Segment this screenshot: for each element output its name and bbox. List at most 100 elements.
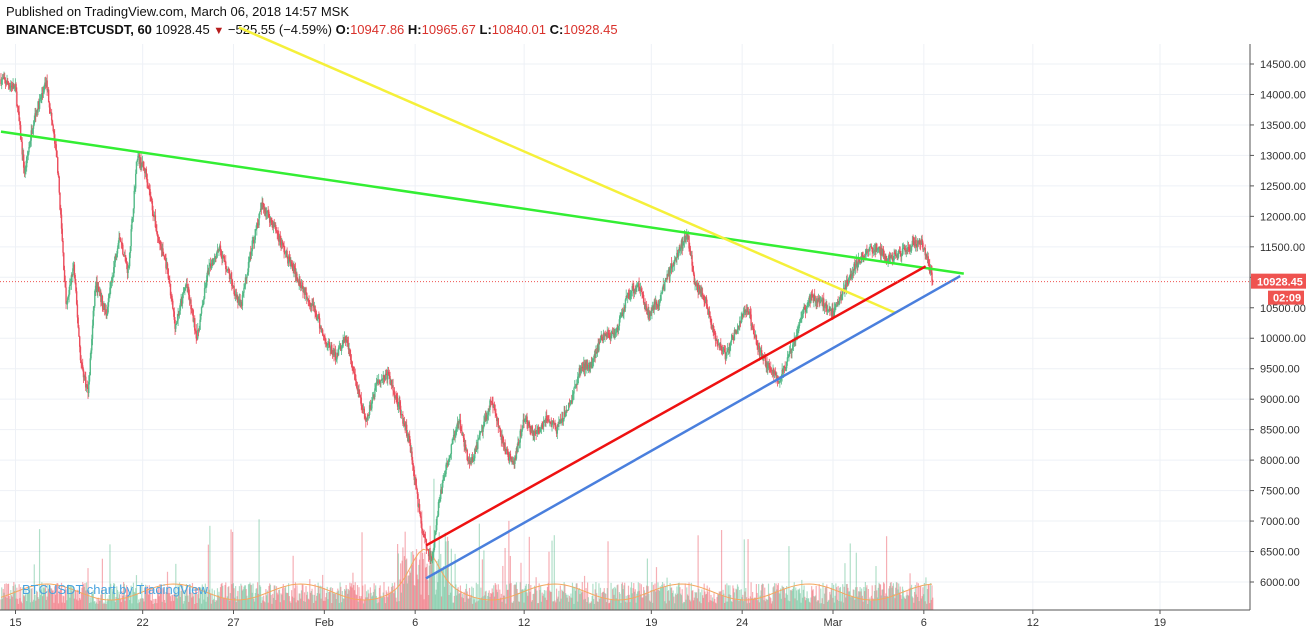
volume-bar [203,599,205,610]
volume-bar [230,529,232,610]
volume-bar [758,602,761,610]
volume-bar [368,599,371,610]
candle-body [437,515,439,518]
candle-body [832,308,834,317]
candle-body [879,246,881,248]
candle-body [898,250,901,252]
volume-bar [921,596,923,610]
candle-body [482,426,484,432]
candle-body [820,300,822,302]
candle-body [268,218,271,223]
candle-body [913,243,916,247]
volume-bar [898,592,901,610]
volume-bar [490,593,493,610]
volume-bar [388,594,390,610]
volume-bar [490,593,492,610]
candle-body [352,366,354,371]
candle-body [722,349,724,352]
candle-body [637,283,640,285]
volume-bar [169,596,172,610]
trend-line-yellow[interactable] [238,26,896,314]
volume-bar [682,603,684,610]
candle-body [78,327,80,337]
trend-line-blue[interactable] [425,274,961,580]
candle-body [822,298,824,306]
candle-body [887,259,889,263]
trend-lines[interactable] [0,26,964,580]
volume-bar [68,585,70,610]
candle-body [423,533,425,538]
volume-bar [833,584,835,610]
candle-body [264,210,266,212]
candle-body [558,420,561,422]
candle-body [630,290,633,293]
volume-bar [32,601,34,610]
candle-body [80,360,82,364]
volume-bar [82,584,85,610]
volume-bar [113,583,115,610]
volume-bar [723,593,725,610]
candle-body [383,374,385,378]
candle-body [676,252,679,257]
candle-body [227,269,229,271]
volume-bar [403,583,405,610]
volume-bar [174,594,176,610]
volume-bar [789,590,792,610]
trend-line-red[interactable] [425,265,927,547]
candle-body [246,274,248,279]
candle-body [197,329,199,339]
volume-bar [442,569,444,610]
volume-bar [876,597,879,610]
candle-body [848,278,850,285]
candle-body [595,351,598,354]
candle-body [88,375,91,382]
volume-bar [543,590,546,610]
candle-body [901,248,904,256]
candle-body [0,79,2,85]
candle-body [41,93,43,98]
candle-body [306,292,308,300]
candle-body [89,358,91,376]
candle-body [102,306,104,309]
candle-body [546,415,548,419]
candle-body [894,252,896,254]
candle-body [699,288,702,292]
volume-bar [41,582,43,610]
volume-bar [592,583,594,610]
volume-bar [535,577,537,610]
candle-body [789,351,791,354]
volume-bar [491,588,493,610]
volume-bar [396,601,398,610]
volume-bar [826,584,828,610]
volume-bar [896,582,898,610]
candle-body [365,417,367,422]
volume-bar [255,588,257,610]
volume-bar [427,580,429,610]
candle-body [305,287,307,293]
volume-bar [748,602,751,610]
candle-body [338,346,341,348]
volume-bar [218,591,220,610]
volume-bar [636,593,638,610]
volume-bar [437,582,439,610]
volume-bar [49,586,51,610]
y-tick-label: 9500.00 [1260,364,1300,376]
volume-bar [445,541,447,610]
volume-bar [336,591,338,610]
volume-bar [106,601,108,610]
volume-bar [854,587,857,610]
candle-body [813,294,816,301]
volume-bar [846,583,848,610]
trend-line-green[interactable] [0,130,964,275]
volume-bar [153,599,155,610]
candle-body [732,337,735,341]
volume-bar [60,582,63,610]
volume-bar [624,582,626,610]
volume-bar [763,600,765,610]
candle-body [298,279,300,284]
volume-bar [865,587,867,610]
candle-body [250,251,253,255]
candle-body [241,295,244,306]
volume-bar [13,582,15,610]
